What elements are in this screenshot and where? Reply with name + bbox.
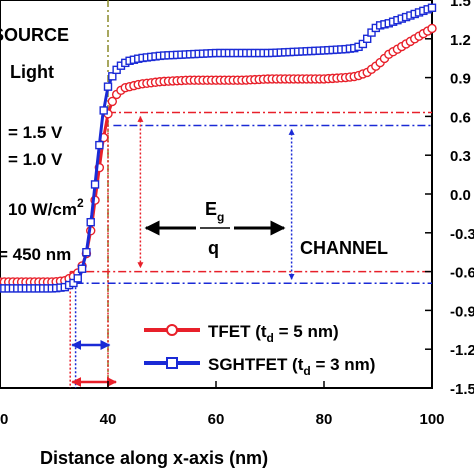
legend-text-tfet: TFET (t: [208, 322, 267, 341]
light-label: Light: [10, 62, 54, 82]
data-point-sghtfet: [69, 278, 78, 288]
y-tick-label: 0.6: [450, 109, 471, 126]
q-label: q: [208, 238, 219, 258]
y-tick-label: -0.3: [450, 226, 474, 243]
eg-label: Eg: [205, 199, 224, 224]
series-layer: [0, 3, 437, 293]
data-point-sghtfet: [363, 34, 372, 43]
legend-label-sghtfet: SGHTFET (td = 3 nm): [208, 355, 375, 378]
data-point-sghtfet: [90, 180, 100, 189]
data-point-sghtfet: [77, 264, 87, 273]
y-tick-label: 1.5: [450, 0, 471, 10]
y-tick-label: -1.2: [450, 342, 474, 359]
y-ticks: 1.5 1.2 0.9 0.6 0.3 0.0 -0.3 -0.6 -0.9 -1.2 -1.5: [425, 0, 474, 398]
x-ticks: 20 40 60 80 100: [0, 381, 445, 428]
power-value: 10 W/cm: [8, 200, 77, 219]
legend-sub-tfet: d: [267, 331, 274, 345]
legend-text-sghtfet: SGHTFET (t: [208, 355, 304, 374]
data-point-sghtfet: [82, 247, 91, 257]
data-point-tfet: [427, 23, 437, 34]
data-point-tfet: [107, 96, 118, 107]
data-point-sghtfet: [103, 82, 113, 91]
data-point-sghtfet: [73, 274, 82, 283]
legend-suffix-sghtfet: = 3 nm): [311, 355, 376, 374]
y-tick-label: 0.9: [450, 71, 471, 88]
legend-sub-sghtfet: d: [303, 364, 310, 378]
x-tick-label: 60: [208, 411, 225, 428]
legend-item-sghtfet: SGHTFET (td = 3 nm): [144, 355, 375, 378]
y-tick-label: 1.2: [450, 32, 471, 49]
voltage-2-value: = 1.0 V: [8, 150, 63, 169]
data-point-sghtfet: [99, 106, 108, 115]
legend-marker-sghtfet: [166, 357, 178, 369]
data-point-sghtfet: [367, 28, 376, 37]
legend-label-tfet: TFET (td = 5 nm): [208, 322, 339, 345]
series-tfet: [0, 23, 437, 287]
channel-label: CHANNEL: [300, 238, 388, 258]
reference-lines: [69, 0, 432, 388]
data-point-sghtfet: [108, 72, 117, 81]
y-tick-label: -0.9: [450, 303, 474, 320]
y-tick-label: -1.5: [450, 381, 474, 398]
x-tick-label: 100: [419, 411, 444, 428]
legend-suffix-tfet: = 5 nm): [274, 322, 339, 341]
x-tick-label: 80: [316, 411, 333, 428]
data-point-sghtfet: [86, 217, 95, 227]
x-tick-label: 40: [100, 411, 117, 428]
series-sghtfet: [0, 3, 437, 293]
voltage-1-value: = 1.5 V: [8, 123, 63, 142]
legend-marker-tfet: [166, 324, 178, 336]
y-tick-label: 0.3: [450, 148, 471, 165]
data-point-sghtfet: [358, 39, 368, 49]
source-label: SOURCE: [0, 25, 69, 45]
voltage-1-label: = 1.5 V: [8, 123, 63, 142]
power-label: 10 W/cm2: [8, 196, 84, 219]
x-axis-label: Distance along x-axis (nm): [40, 448, 268, 468]
power-superscript: 2: [77, 196, 84, 210]
eg-symbol: E: [205, 199, 217, 219]
legend-item-tfet: TFET (td = 5 nm): [144, 322, 339, 345]
x-tick-label: 20: [0, 411, 8, 428]
y-tick-label: -0.6: [450, 265, 474, 282]
voltage-2-label: = 1.0 V: [8, 150, 63, 169]
wavelength-label: = 450 nm: [0, 245, 71, 264]
y-tick-label: 0.0: [450, 187, 471, 204]
data-point-sghtfet: [427, 3, 437, 12]
data-point-sghtfet: [95, 140, 104, 150]
legend: TFET (td = 5 nm) SGHTFET (td = 3 nm): [144, 322, 375, 378]
eg-subscript: g: [217, 210, 224, 224]
